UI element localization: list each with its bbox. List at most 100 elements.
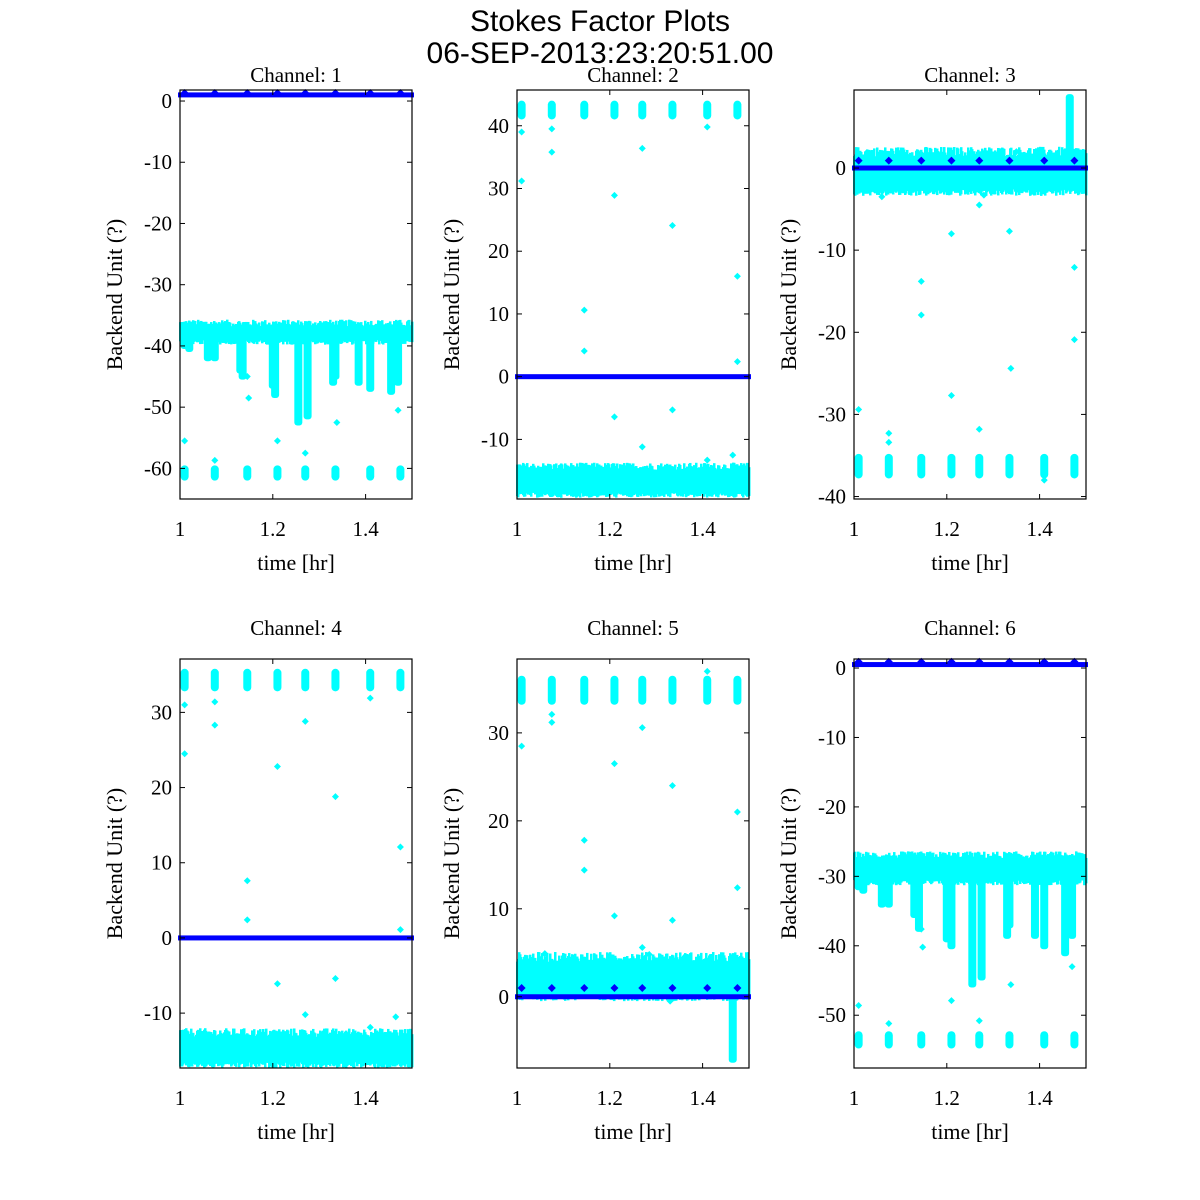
raw-outlier-point <box>548 125 556 133</box>
panel-channel-5: 1 1.2 1.4 0 10 20 30 Channel: 5 time [hr] Backend… <box>439 616 751 1144</box>
figure-title: Stokes Factor Plots <box>470 5 730 38</box>
x-tick-label: 1.2 <box>260 517 286 541</box>
raw-cluster <box>703 675 712 705</box>
raw-cluster <box>884 453 893 479</box>
series-mean <box>852 156 1088 171</box>
y-tick-label: 30 <box>488 721 509 745</box>
mean-marker-point <box>854 156 863 165</box>
raw-outlier-point <box>947 997 955 1005</box>
raw-outlier-point <box>273 763 281 771</box>
y-tick-label: -30 <box>144 273 172 297</box>
raw-spike <box>210 324 219 362</box>
raw-outlier-point <box>610 191 618 199</box>
raw-outlier-point <box>638 443 646 451</box>
raw-cluster <box>273 465 282 481</box>
x-tick-label: 1.4 <box>1026 517 1053 541</box>
y-tick-label: 40 <box>488 114 509 138</box>
raw-cluster <box>331 465 340 481</box>
raw-outlier-point <box>518 742 526 750</box>
mean-marker-point <box>366 89 375 98</box>
series-mean <box>852 657 1088 668</box>
raw-outlier-point <box>885 1020 893 1028</box>
y-tick-label: 0 <box>499 365 510 389</box>
raw-cluster <box>210 668 219 692</box>
mean-marker-point <box>884 657 893 666</box>
raw-outlier-point <box>548 718 556 726</box>
raw-cluster <box>668 675 677 705</box>
x-tick-label: 1.4 <box>352 1086 379 1110</box>
mean-marker-point <box>243 89 252 98</box>
panel-title: Channel: 1 <box>250 63 342 87</box>
raw-outlier-point <box>1005 227 1013 235</box>
x-tick-label: 1 <box>512 517 523 541</box>
panel-channel-4: 1 1.2 1.4 -10 0 10 20 30 Channel: 4 time [hr] Back… <box>102 616 414 1144</box>
raw-outlier-point <box>518 128 526 136</box>
mean-marker-point <box>580 983 589 992</box>
raw-outlier-point <box>610 413 618 421</box>
x-axis-label: time [hr] <box>257 1119 335 1144</box>
mean-marker-point <box>884 156 893 165</box>
raw-outlier-point <box>301 717 309 725</box>
raw-outlier-point <box>668 916 676 924</box>
mean-marker-point <box>1005 657 1014 666</box>
raw-spike <box>203 324 212 362</box>
raw-outlier-point <box>733 884 741 892</box>
raw-cluster <box>1005 1031 1014 1049</box>
x-tick-label: 1.2 <box>597 1086 623 1110</box>
raw-outlier-point <box>1068 963 1076 971</box>
raw-outlier-point <box>975 425 983 433</box>
axes-frame <box>179 89 413 500</box>
raw-cluster <box>547 675 556 705</box>
raw-outlier-point <box>301 449 309 457</box>
raw-outlier-point <box>548 148 556 156</box>
raw-cluster <box>243 465 252 481</box>
raw-cluster <box>1070 453 1079 479</box>
raw-outlier-point <box>729 451 737 459</box>
raw-outlier-point <box>1040 476 1048 484</box>
raw-outlier-point <box>211 456 219 464</box>
raw-cluster <box>301 465 310 481</box>
raw-outlier-point <box>392 373 400 381</box>
raw-spike <box>947 856 956 950</box>
mean-marker-point <box>1040 657 1049 666</box>
mean-marker-point <box>517 983 526 992</box>
raw-spike <box>1030 856 1039 939</box>
panel-channel-3: 1 1.2 1.4 -40 -30 -20 -10 0 Channel: 3 time [hr] B… <box>776 63 1088 575</box>
raw-outlier-point <box>366 694 374 702</box>
raw-cluster <box>854 453 863 479</box>
mean-marker-point <box>210 89 219 98</box>
series-mean <box>178 89 414 98</box>
mean-marker-point <box>917 657 926 666</box>
raw-cluster <box>610 100 619 120</box>
raw-cluster <box>366 668 375 692</box>
x-tick-label: 1.2 <box>260 1086 286 1110</box>
mean-marker-point <box>917 156 926 165</box>
raw-outlier-point <box>947 392 955 400</box>
raw-outlier-point <box>610 912 618 920</box>
plot-area <box>178 89 414 481</box>
y-axis-label: Backend Unit (?) <box>102 219 127 371</box>
x-axis-label: time [hr] <box>931 1119 1009 1144</box>
mean-line <box>178 935 414 941</box>
panel-title: Channel: 2 <box>587 63 679 87</box>
raw-spike <box>1061 856 1070 957</box>
raw-cluster <box>517 100 526 120</box>
raw-spike <box>1068 856 1077 939</box>
raw-cluster <box>917 1031 926 1049</box>
raw-outlier-point <box>518 177 526 185</box>
raw-outlier-point <box>855 405 863 413</box>
y-tick-label: 10 <box>488 302 509 326</box>
axes-frame <box>516 658 750 1069</box>
mean-marker-point <box>975 156 984 165</box>
y-tick-label: -20 <box>818 320 846 344</box>
x-tick-label: 1 <box>512 1086 523 1110</box>
x-tick-label: 1.4 <box>689 517 716 541</box>
raw-cluster <box>396 668 405 692</box>
mean-marker-point <box>638 983 647 992</box>
raw-cluster <box>331 668 340 692</box>
mean-marker-point <box>1070 657 1079 666</box>
series-mean <box>515 983 751 1000</box>
y-tick-label: 0 <box>499 985 510 1009</box>
y-tick-label: -40 <box>818 485 846 509</box>
y-tick-label: 20 <box>488 809 509 833</box>
